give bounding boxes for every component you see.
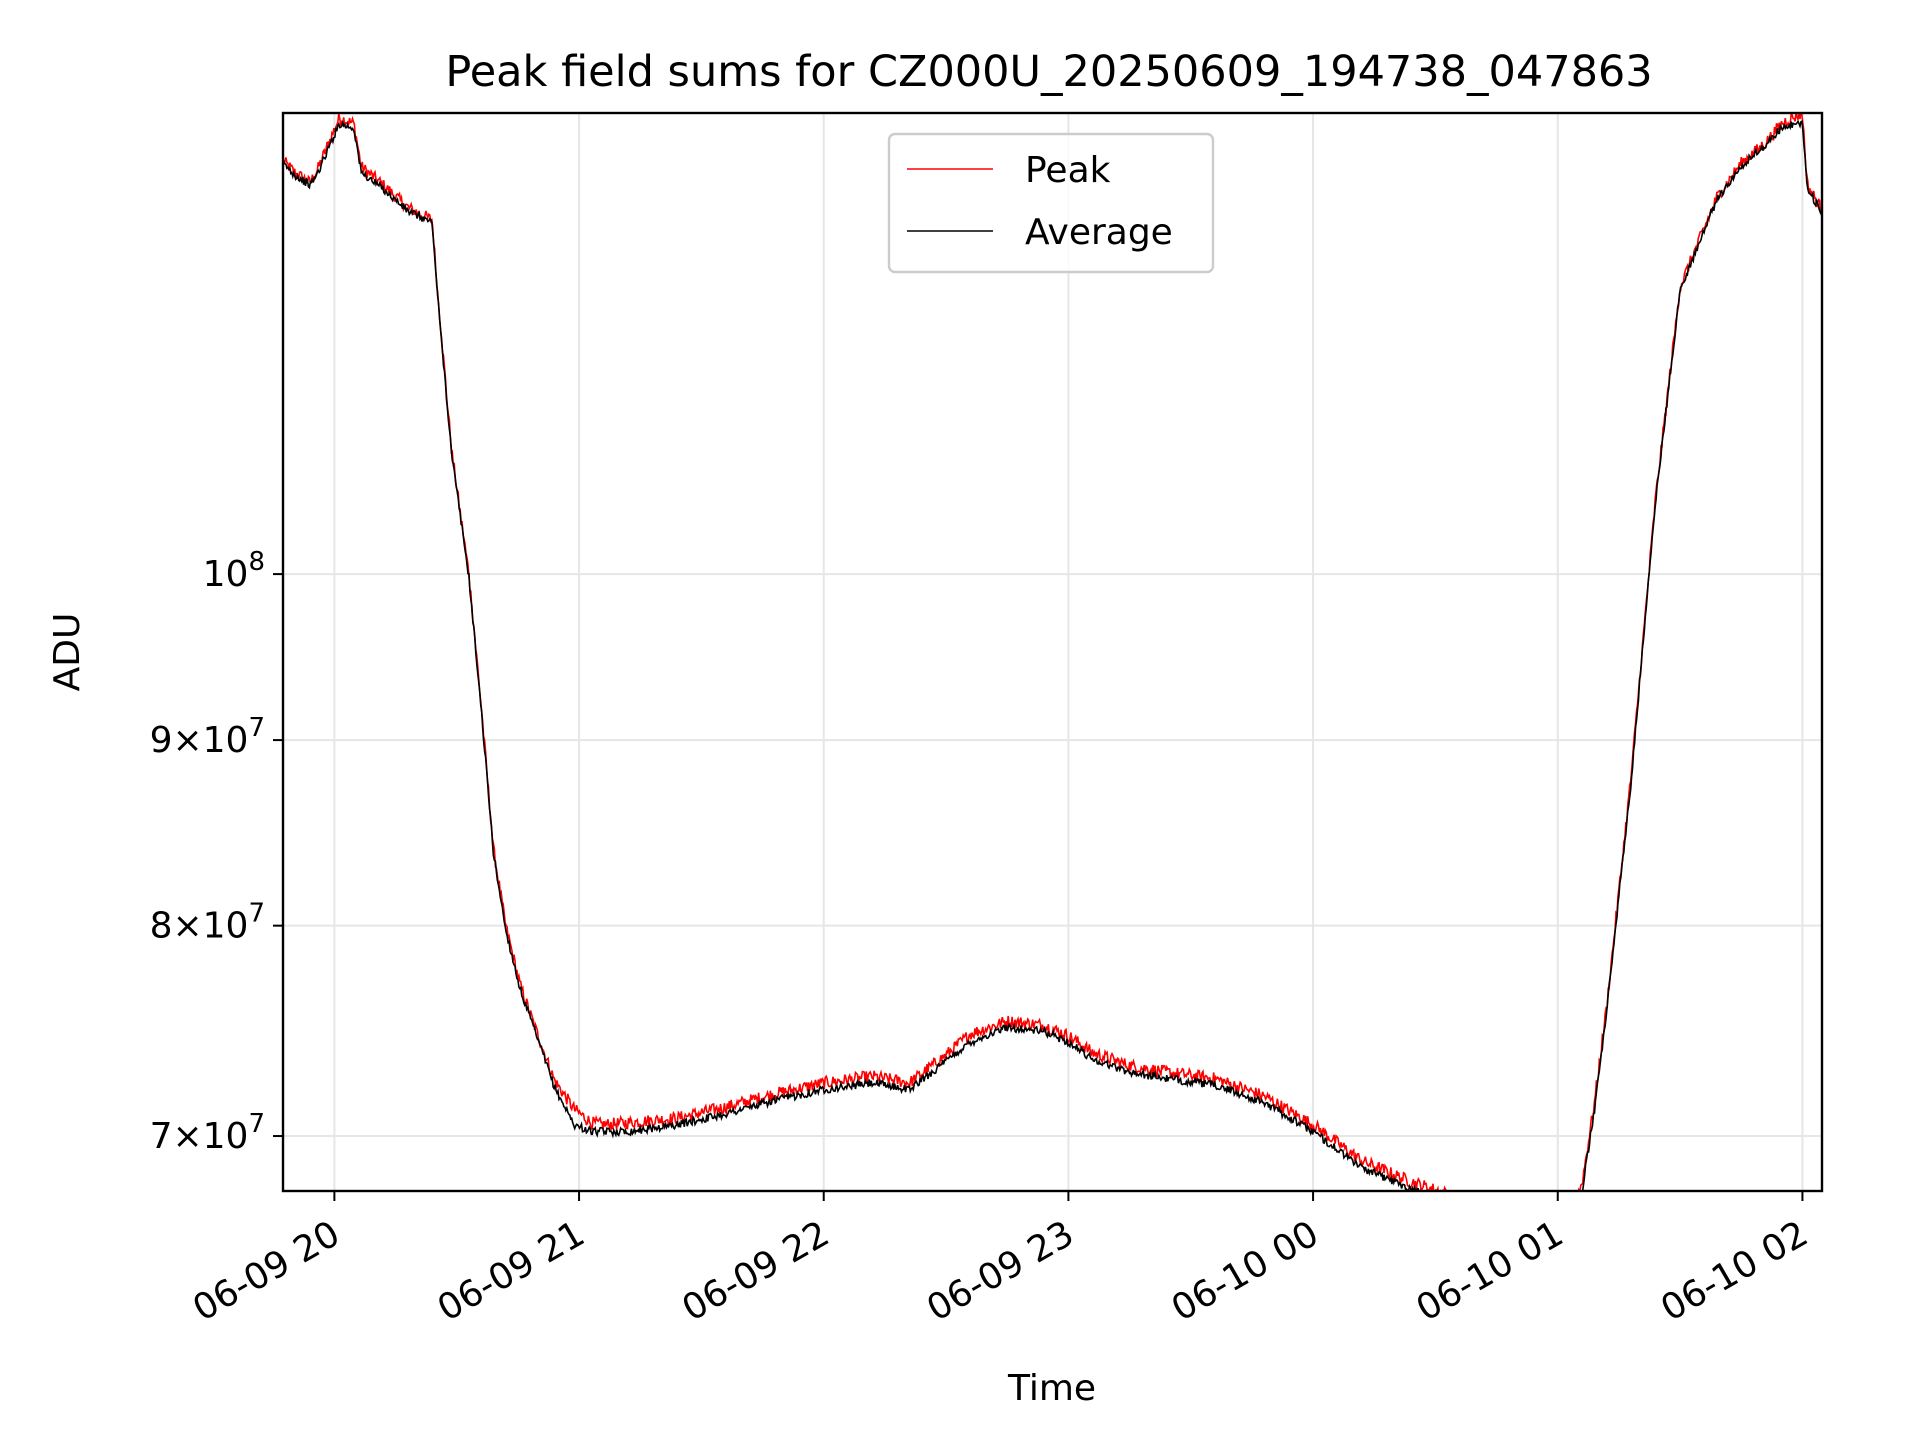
y-tick-label: 108 bbox=[203, 547, 265, 595]
x-tick-label: 06-10 02 bbox=[1654, 1213, 1815, 1329]
x-tick-label: 06-09 22 bbox=[676, 1213, 837, 1329]
x-tick-label: 06-09 21 bbox=[431, 1213, 592, 1329]
y-tick-label: 7×107 bbox=[150, 1109, 265, 1157]
x-tick-label: 06-10 01 bbox=[1410, 1213, 1571, 1329]
series-line-peak bbox=[283, 113, 1822, 1191]
plot-area-frame bbox=[281, 111, 1824, 1193]
chart-title: Peak field sums for CZ000U_20250609_1947… bbox=[445, 47, 1652, 97]
x-axis-ticks: 06-09 20 06-09 21 06-09 22 06-09 23 06-10 00… bbox=[186, 1191, 1815, 1330]
legend: Peak Average bbox=[887, 132, 1215, 274]
y-tick-label: 8×107 bbox=[150, 899, 265, 947]
legend-label-average: Average bbox=[1025, 212, 1173, 253]
gridlines bbox=[283, 113, 1822, 1191]
x-tick-label: 06-09 23 bbox=[920, 1213, 1081, 1329]
x-tick-label: 06-10 00 bbox=[1165, 1213, 1326, 1329]
x-axis-title: Time bbox=[1007, 1368, 1096, 1409]
x-tick-label: 06-09 20 bbox=[186, 1213, 347, 1329]
y-axis-title: ADU bbox=[47, 613, 88, 692]
series-lines bbox=[283, 113, 1822, 1191]
legend-label-peak: Peak bbox=[1025, 150, 1111, 191]
y-tick-label: 9×107 bbox=[150, 713, 265, 761]
series-line-average bbox=[283, 119, 1822, 1191]
y-axis-ticks: 7×107 8×107 9×107 108 bbox=[150, 547, 283, 1157]
